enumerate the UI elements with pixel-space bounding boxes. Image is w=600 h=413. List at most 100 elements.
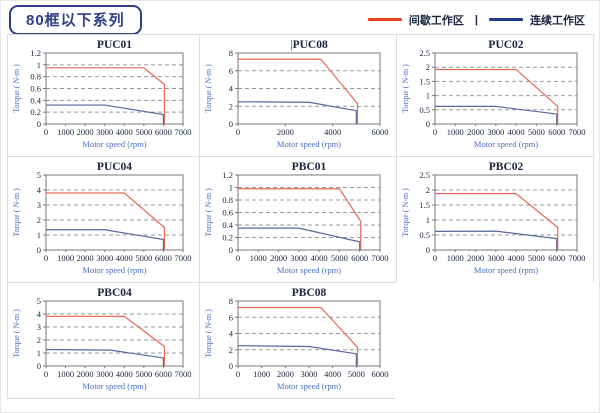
svg-text:6000: 6000 [372,127,389,137]
svg-text:4000: 4000 [508,127,525,137]
svg-text:7000: 7000 [175,369,192,379]
svg-text:1000: 1000 [253,369,270,379]
svg-text:1.2: 1.2 [30,48,41,58]
svg-text:2000: 2000 [77,127,94,137]
chart-cell-puc01: PUC01 0 0.2 0.4 0.6 0.8 1 1.2 0 1000 2000 3000 4000 5… [7,34,200,157]
chart-cell-puc02: PUC02 0 0.5 1 1.5 2 2.5 0 1000 2000 3000 4000 5000 60… [396,34,594,157]
svg-text:1000: 1000 [57,253,74,263]
svg-text:1000: 1000 [447,127,464,137]
svg-text:Torque ( N-m ): Torque ( N-m ) [12,188,21,237]
svg-text:0: 0 [229,245,233,255]
legend-label-continuous: 连续工作区 [530,14,585,27]
svg-text:4: 4 [37,185,42,195]
intermittent-line-swatch [367,18,402,21]
svg-text:6000: 6000 [548,253,565,263]
svg-text:2: 2 [229,101,233,111]
svg-text:0.4: 0.4 [222,220,233,230]
chart-puc02: PUC02 0 0.5 1 1.5 2 2.5 0 1000 2000 3000 4000 5000 60… [401,39,586,149]
chart-pbc02: PBC02 0 0.5 1 1.5 2 2.5 0 1000 2000 3000 4000 5000 60… [401,161,586,275]
chart-puc04: PUC04 0 1 2 3 4 5 0 1000 2000 3000 4000 5000 6000 7000… [12,161,192,275]
svg-text:0.6: 0.6 [30,84,41,94]
svg-text:PBC01: PBC01 [292,161,327,173]
svg-text:0: 0 [44,369,48,379]
svg-text:4: 4 [229,84,234,94]
svg-text:1000: 1000 [250,253,267,263]
svg-text:0: 0 [37,245,41,255]
svg-text:6: 6 [229,66,233,76]
svg-text:1: 1 [37,230,41,240]
svg-text:Torque ( N-m ): Torque ( N-m ) [12,64,21,113]
svg-text:2: 2 [229,345,233,355]
svg-text:0.2: 0.2 [222,233,233,243]
svg-text:PBC02: PBC02 [489,161,524,173]
svg-text:5: 5 [37,170,41,180]
svg-text:PBC08: PBC08 [292,287,327,299]
svg-text:0: 0 [44,253,48,263]
svg-text:Motor speed (rpm): Motor speed (rpm) [474,265,538,275]
svg-text:PUC01: PUC01 [97,39,132,51]
svg-text:1000: 1000 [57,127,74,137]
svg-text:5000: 5000 [348,369,365,379]
svg-text:Torque ( N-m ): Torque ( N-m ) [401,64,410,113]
svg-text:3000: 3000 [290,253,307,263]
svg-text:4: 4 [229,329,234,339]
svg-text:1.2: 1.2 [222,170,233,180]
svg-text:2: 2 [426,185,430,195]
svg-text:7000: 7000 [569,253,586,263]
svg-text:2000: 2000 [77,369,94,379]
svg-text:3: 3 [37,200,41,210]
svg-text:Motor speed (rpm): Motor speed (rpm) [82,265,146,275]
svg-text:6000: 6000 [155,369,172,379]
svg-text:5000: 5000 [528,127,545,137]
chart-pbc04: PBC04 0 1 2 3 4 5 0 1000 2000 3000 4000 5000 6000 7000… [12,287,192,391]
svg-text:6000: 6000 [155,127,172,137]
legend-item-intermittent: 间歇工作区 [367,12,464,28]
svg-text:4000: 4000 [116,127,133,137]
svg-text:0: 0 [37,361,41,371]
chart-cell-pbc08: PBC08 0 2 4 6 8 0 1000 2000 3000 4000 5000 6000 Motor… [199,282,397,399]
svg-text:3000: 3000 [96,127,113,137]
svg-text:Motor speed (rpm): Motor speed (rpm) [277,139,341,149]
svg-text:6000: 6000 [351,253,368,263]
svg-text:0.5: 0.5 [419,230,430,240]
svg-text:2: 2 [37,335,41,345]
svg-text:1: 1 [37,348,41,358]
svg-text:2000: 2000 [277,369,294,379]
svg-text:1: 1 [426,215,430,225]
svg-text:0: 0 [236,253,240,263]
svg-text:8: 8 [229,296,233,306]
svg-text:2000: 2000 [270,253,287,263]
chart-puc08: |PUC08 0 2 4 6 8 0 2000 4000 6000 Motor speed (rpm… [204,39,389,149]
svg-text:1.5: 1.5 [419,200,430,210]
header: 80框以下系列 间歇工作区 | 连续工作区 [1,1,599,35]
svg-text:2: 2 [426,62,430,72]
svg-text:6: 6 [229,312,233,322]
svg-text:7000: 7000 [372,253,389,263]
chart-pbc08: PBC08 0 2 4 6 8 0 1000 2000 3000 4000 5000 6000 Motor… [204,287,389,391]
svg-text:|PUC08: |PUC08 [290,39,328,51]
svg-text:5000: 5000 [528,253,545,263]
svg-text:0.8: 0.8 [222,195,233,205]
svg-text:8: 8 [229,48,233,58]
empty-cell [396,282,594,399]
svg-text:1: 1 [37,60,41,70]
svg-text:Motor speed (rpm): Motor speed (rpm) [82,381,146,391]
svg-text:Torque ( N-m ): Torque ( N-m ) [12,309,21,358]
continuous-line-swatch [489,18,523,21]
svg-text:1000: 1000 [57,369,74,379]
svg-text:3: 3 [37,322,41,332]
series-title-box: 80框以下系列 [9,4,142,35]
svg-text:0.2: 0.2 [30,107,41,117]
svg-text:Motor speed (rpm): Motor speed (rpm) [82,139,146,149]
svg-text:1000: 1000 [447,253,464,263]
svg-text:0.6: 0.6 [222,208,233,218]
svg-text:6000: 6000 [548,127,565,137]
svg-text:7000: 7000 [569,127,586,137]
svg-text:3000: 3000 [96,253,113,263]
svg-text:0: 0 [229,361,233,371]
svg-text:0: 0 [426,245,430,255]
legend-separator: | [474,13,478,26]
svg-text:0: 0 [236,369,240,379]
